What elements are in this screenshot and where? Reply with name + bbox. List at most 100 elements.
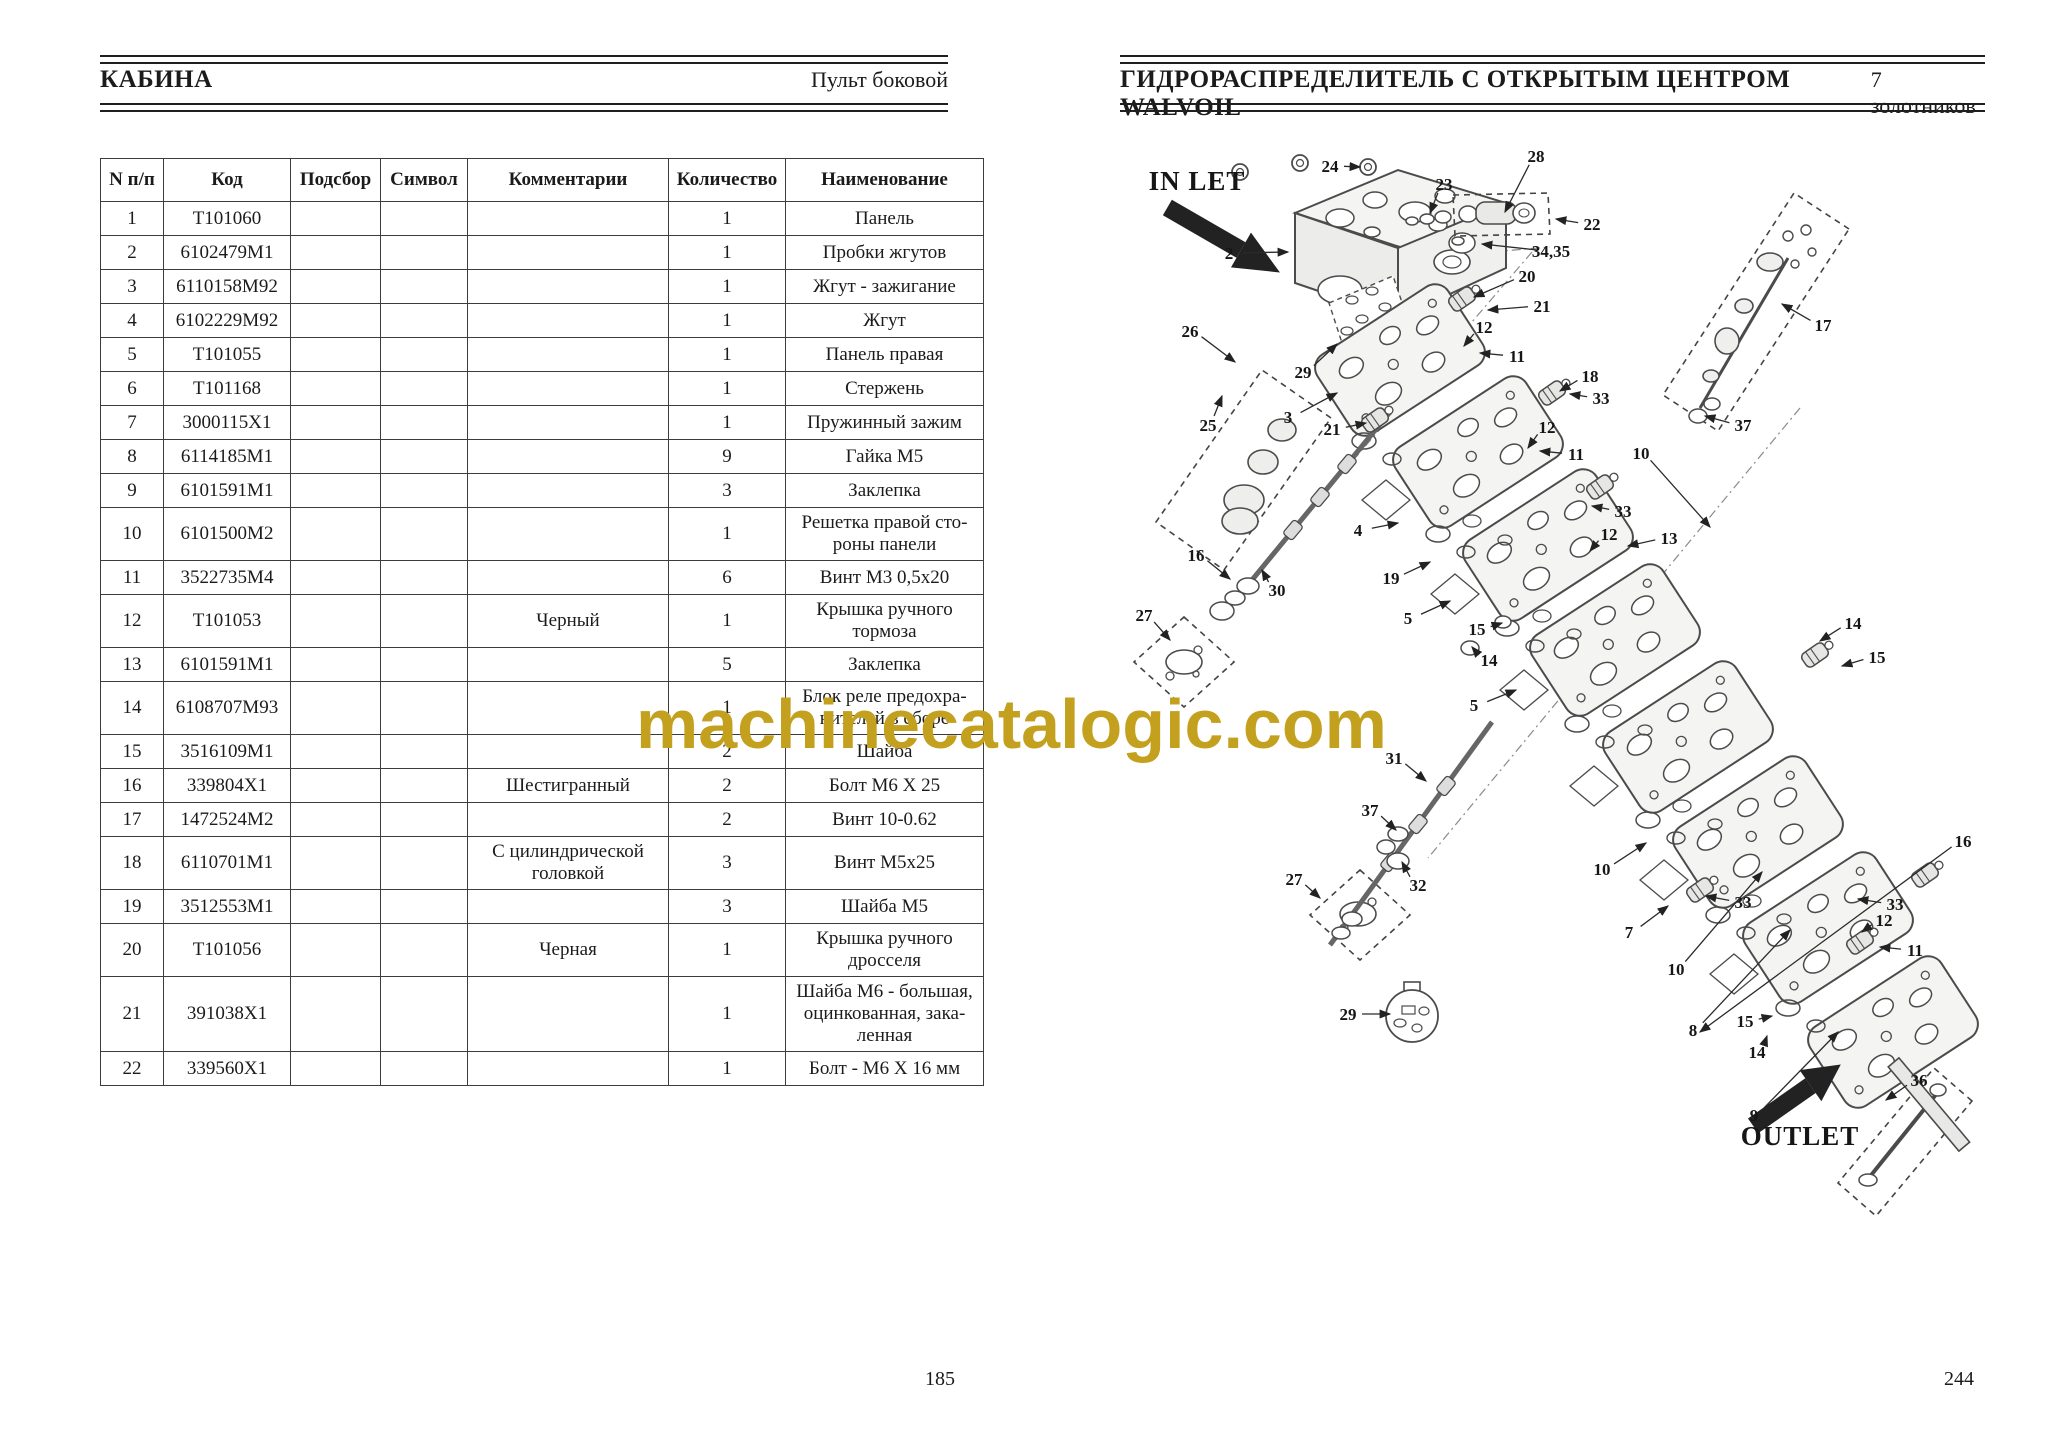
callout: 9 [1750,1031,1839,1125]
table-cell [380,734,468,769]
double-rule-top-right [1120,55,1985,64]
table-cell: 5 [668,647,786,682]
table-cell: 21 [100,976,164,1052]
callout-number: 24 [1322,157,1340,176]
table-cell [380,303,468,338]
table-row: 9 6101591M1 3 Заклепка [100,473,984,508]
table-cell [380,405,468,440]
table-cell: 3512553M1 [163,889,291,924]
callout-number: 19 [1383,569,1400,588]
table-cell: Винт М3 0,5х20 [785,560,984,595]
callout: 16 [1188,546,1232,580]
table-row: 4 6102229M92 1 Жгут [100,303,984,338]
callout-number: 21 [1324,420,1341,439]
table-cell [380,201,468,236]
callout: 32 [1401,860,1427,895]
callout-number: 30 [1269,581,1286,600]
table-cell [467,201,669,236]
table-cell: 3522735M4 [163,560,291,595]
table-header-row: N п/п Код Подсбор Символ Комментарии Количест… [100,158,984,202]
table-cell: 3516109M1 [163,734,291,769]
table-cell: 6101500M2 [163,507,291,561]
table-row: 17 1472524M2 2 Винт 10-0.62 [100,802,984,837]
table-cell: 1 [668,337,786,372]
callout: 20 [1472,267,1536,298]
callout: 10 [1594,842,1648,879]
table-cell: Черная [467,923,669,977]
plug [1447,284,1481,312]
right-page-number: 244 [1944,1368,1974,1390]
callout-number: 28 [1528,147,1545,166]
callout-number: 12 [1876,911,1893,930]
callout-number: 16 [1955,832,1972,851]
callout: 29 [1295,343,1338,382]
table-cell: 2 [100,235,164,270]
dashed-box-17 [1661,191,1851,433]
callout-number: 15 [1737,1012,1754,1031]
table-cell [380,802,468,837]
table-cell [467,647,669,682]
callout: 28 [1504,147,1545,214]
table-cell: 3 [668,889,786,924]
table-cell: Крышка ручного тормоза [785,594,984,648]
callout-number: 33 [1735,893,1752,912]
callout-number: 37 [1362,801,1380,820]
table-cell [467,889,669,924]
table-cell [467,1051,669,1086]
plug [1585,472,1619,500]
callout: 33 [1568,389,1610,408]
callout: 25 [1200,394,1223,435]
callout: 7 [1625,905,1670,942]
table-cell: Крышка ручного дросселя [785,923,984,977]
table-cell: 20 [100,923,164,977]
table-cell: T101053 [163,594,291,648]
table-cell: Панель правая [785,337,984,372]
table-cell [290,337,381,372]
column-header: Подсбор [290,158,381,202]
table-cell: 2 [668,802,786,837]
table-cell: С цилиндрической головкой [467,836,669,890]
callout-number: 15 [1869,648,1886,667]
callout: 12 [1463,318,1493,348]
callout-number: 11 [1509,347,1525,366]
table-cell: Пробки жгутов [785,235,984,270]
bulb-part [1385,981,1439,1043]
column-header: Наименование [785,158,984,202]
callout: 19 [1383,561,1432,588]
callout: 11 [1478,347,1525,366]
table-cell: Жгут [785,303,984,338]
left-page-number: 185 [925,1368,955,1390]
table-cell [467,269,669,304]
table-cell: 1 [668,507,786,561]
table-cell: 19 [100,889,164,924]
table-cell: 8 [100,439,164,474]
table-cell: Шестигранный [467,768,669,803]
callout-number: 33 [1593,389,1610,408]
table-cell [380,439,468,474]
table-cell [290,889,381,924]
callout-number: 13 [1661,529,1678,548]
table-cell: Черный [467,594,669,648]
callout-number: 29 [1340,1005,1357,1024]
table-cell [380,836,468,890]
callout-number: 25 [1200,416,1217,435]
table-cell: 1 [668,405,786,440]
table-cell: 3 [100,269,164,304]
table-row: 5 T101055 1 Панель правая [100,337,984,372]
callout: 16 [1698,832,1972,1033]
table-cell: 1 [668,976,786,1052]
table-cell: Шайба М5 [785,889,984,924]
table-cell: Жгут - зажигание [785,269,984,304]
plug [1537,378,1571,406]
callout: 37 [1362,801,1397,831]
table-row: 6 T101168 1 Стержень [100,371,984,406]
callout: 37 [1703,414,1752,435]
table-row: 15 3516109M1 2 Шайба [100,734,984,769]
callout-number: 2 [1225,244,1234,263]
callout-number: 15 [1469,620,1486,639]
table-row: 11 3522735M4 6 Винт М3 0,5х20 [100,560,984,595]
table-cell: 3 [668,836,786,890]
table-cell [467,802,669,837]
table-cell [380,337,468,372]
